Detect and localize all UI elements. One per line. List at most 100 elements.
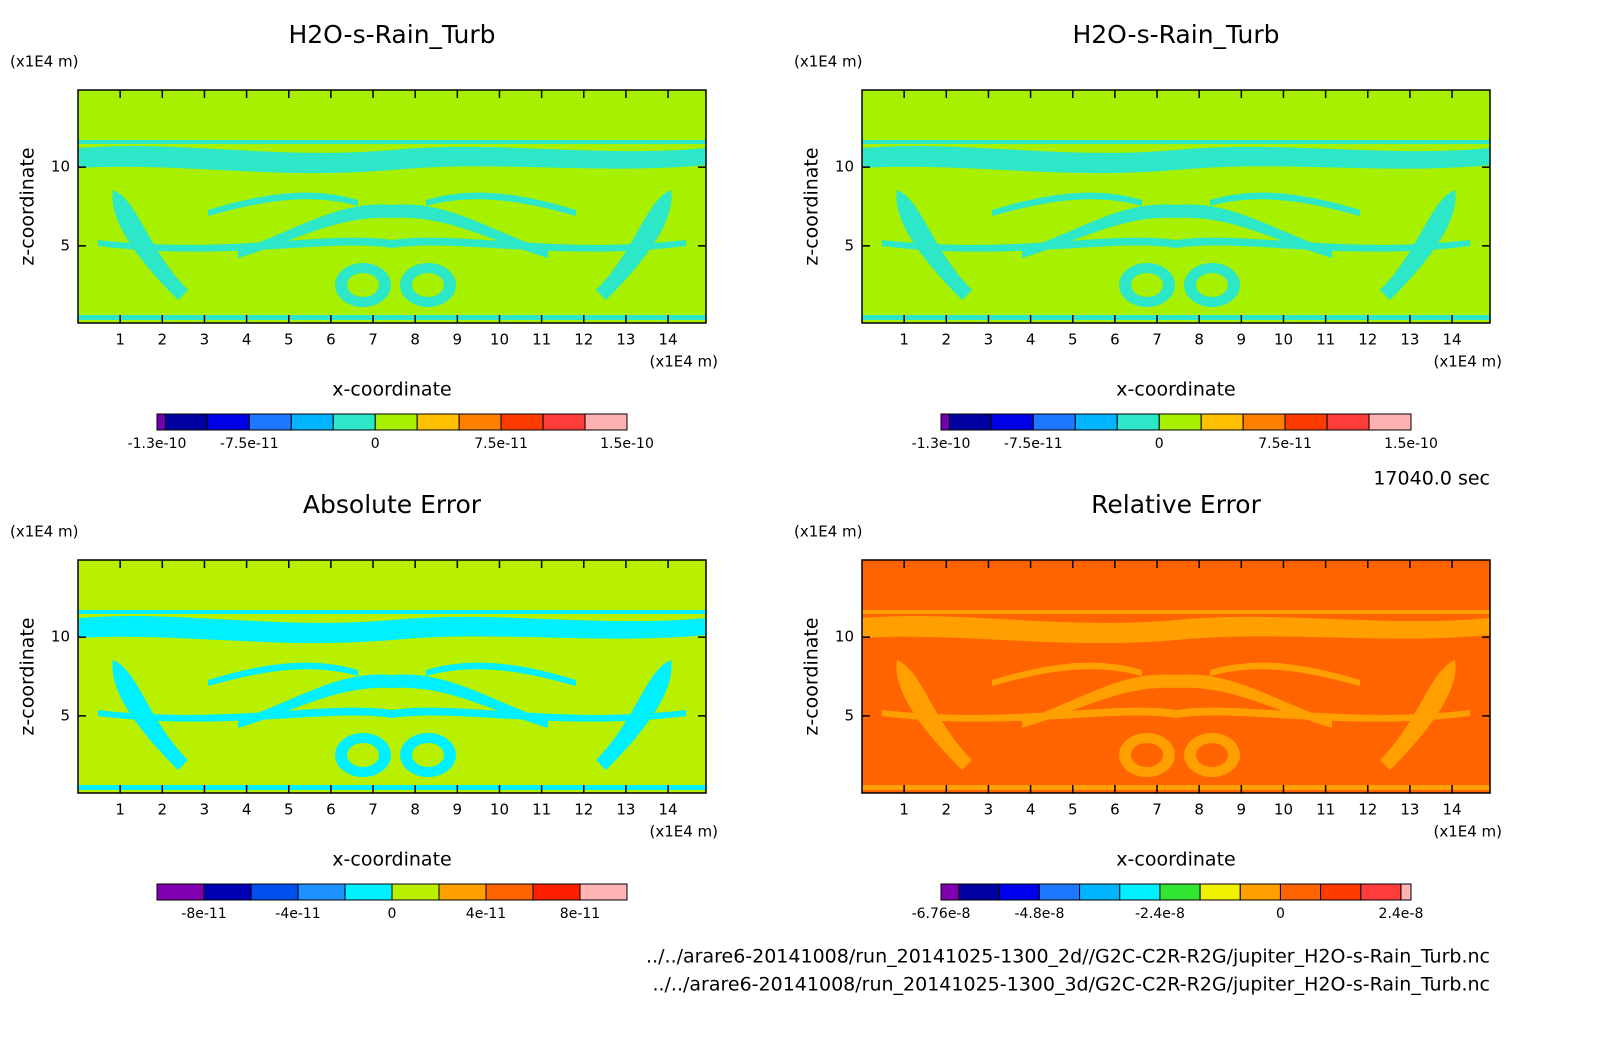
file-path: ../../arare6-20141008/run_20141025-1300_… — [652, 974, 1490, 996]
x-tick-label: 1 — [115, 801, 125, 819]
x-tick-label: 12 — [574, 801, 593, 819]
colorbar-tick-label: -6.76e-8 — [912, 906, 971, 922]
x-tick-label: 5 — [284, 331, 294, 349]
x-tick-label: 2 — [942, 801, 952, 819]
x-tick-label: 7 — [1152, 801, 1162, 819]
y-unit: (x1E4 m) — [10, 523, 79, 541]
x-tick-label: 13 — [616, 331, 635, 349]
colorbar-tick-label: 2.4e-8 — [1379, 906, 1424, 922]
x-tick-label: 3 — [200, 331, 210, 349]
x-axis-label: x-coordinate — [1116, 849, 1235, 871]
colorbar-segment — [344, 883, 393, 901]
x-tick-label: 1 — [899, 801, 909, 819]
colorbar-segment — [248, 413, 292, 431]
x-tick-label: 13 — [1400, 801, 1419, 819]
plot-frame — [77, 89, 707, 324]
chart-title: Relative Error — [1091, 490, 1261, 519]
colorbar-tick-label: -4e-11 — [275, 906, 320, 922]
colorbar-tick-label: -4.8e-8 — [1014, 906, 1064, 922]
x-tick-label: 11 — [1316, 331, 1335, 349]
colorbar-segment — [374, 413, 418, 431]
colorbar-tick-label: -1.3e-10 — [128, 436, 187, 452]
x-tick-label: 1 — [899, 331, 909, 349]
x-tick-label: 5 — [1068, 331, 1078, 349]
colorbar-segment — [438, 883, 487, 901]
x-tick-label: 11 — [532, 331, 551, 349]
colorbar-tick-label: 8e-11 — [560, 906, 600, 922]
y-axis-label: z-coordinate — [17, 617, 39, 735]
x-tick-label: 2 — [942, 331, 952, 349]
colorbar-segment — [1199, 883, 1241, 901]
colorbar-segment — [1239, 883, 1281, 901]
y-tick-label: 10 — [51, 628, 70, 646]
x-axis-label: x-coordinate — [1116, 379, 1235, 401]
x-tick-label: 1 — [115, 331, 125, 349]
x-tick-label: 10 — [1274, 331, 1293, 349]
x-tick-label: 13 — [1400, 331, 1419, 349]
x-tick-label: 2 — [158, 331, 168, 349]
x-tick-label: 12 — [1358, 331, 1377, 349]
x-tick-label: 9 — [1237, 801, 1247, 819]
x-tick-label: 7 — [368, 801, 378, 819]
colorbar-segment — [579, 883, 628, 901]
colorbar-segment — [156, 413, 166, 431]
x-axis-label: x-coordinate — [332, 379, 451, 401]
x-tick-label: 8 — [1194, 331, 1204, 349]
colorbar-segment — [1159, 883, 1201, 901]
file-path: ../../arare6-20141008/run_20141025-1300_… — [646, 946, 1490, 968]
colorbar-segment — [416, 413, 460, 431]
x-tick-label: 14 — [659, 331, 678, 349]
x-tick-label: 9 — [453, 331, 463, 349]
y-axis-label: z-coordinate — [17, 147, 39, 265]
x-tick-label: 14 — [1443, 331, 1462, 349]
colorbar-segment — [156, 883, 205, 901]
colorbar-segment — [458, 413, 502, 431]
x-unit: (x1E4 m) — [649, 823, 718, 841]
colorbar-segment — [1119, 883, 1161, 901]
time-label: 17040.0 sec — [1373, 468, 1490, 490]
y-axis-label: z-coordinate — [801, 147, 823, 265]
x-tick-label: 10 — [490, 801, 509, 819]
colorbar-segment — [485, 883, 534, 901]
colorbar-segment — [250, 883, 299, 901]
x-tick-label: 11 — [1316, 801, 1335, 819]
x-tick-label: 3 — [984, 331, 994, 349]
colorbar-tick-label: -1.3e-10 — [912, 436, 971, 452]
colorbar-tick-label: -7.5e-11 — [1004, 436, 1063, 452]
y-tick-label: 5 — [60, 236, 70, 254]
chart-title: H2O-s-Rain_Turb — [288, 20, 495, 49]
x-tick-label: 4 — [242, 801, 252, 819]
y-tick-label: 5 — [60, 706, 70, 724]
x-tick-label: 2 — [158, 801, 168, 819]
x-tick-label: 14 — [659, 801, 678, 819]
x-tick-label: 10 — [1274, 801, 1293, 819]
y-tick-label: 5 — [844, 236, 854, 254]
colorbar-segment — [532, 883, 581, 901]
panel: H2O-s-Rain_Turb (x1E4 m) (x1E4 m) x-coordin… — [794, 20, 1502, 452]
colorbar-segment — [1074, 413, 1118, 431]
x-axis-label: x-coordinate — [332, 849, 451, 871]
plot-frame — [861, 89, 1491, 324]
colorbar-segment — [1279, 883, 1322, 901]
colorbar-segment — [206, 413, 250, 431]
chart-title: H2O-s-Rain_Turb — [1072, 20, 1279, 49]
x-tick-label: 8 — [410, 801, 420, 819]
colorbar-segment — [998, 883, 1040, 901]
x-tick-label: 5 — [284, 801, 294, 819]
x-tick-label: 8 — [1194, 801, 1204, 819]
x-tick-label: 14 — [1443, 801, 1462, 819]
x-unit: (x1E4 m) — [649, 353, 718, 371]
colorbar-segment — [958, 883, 1000, 901]
colorbar-tick-label: 1.5e-10 — [1384, 436, 1438, 452]
colorbar-tick-label: 4e-11 — [466, 906, 506, 922]
colorbar-tick-label: -7.5e-11 — [220, 436, 279, 452]
y-tick-label: 10 — [835, 628, 854, 646]
x-tick-label: 10 — [490, 331, 509, 349]
colorbar-segment — [203, 883, 252, 901]
colorbar-tick-label: -8e-11 — [181, 906, 226, 922]
colorbar-segment — [1242, 413, 1286, 431]
colorbar-tick-label: 0 — [1155, 436, 1164, 452]
x-tick-label: 12 — [1358, 801, 1377, 819]
chart-title: Absolute Error — [303, 490, 482, 519]
